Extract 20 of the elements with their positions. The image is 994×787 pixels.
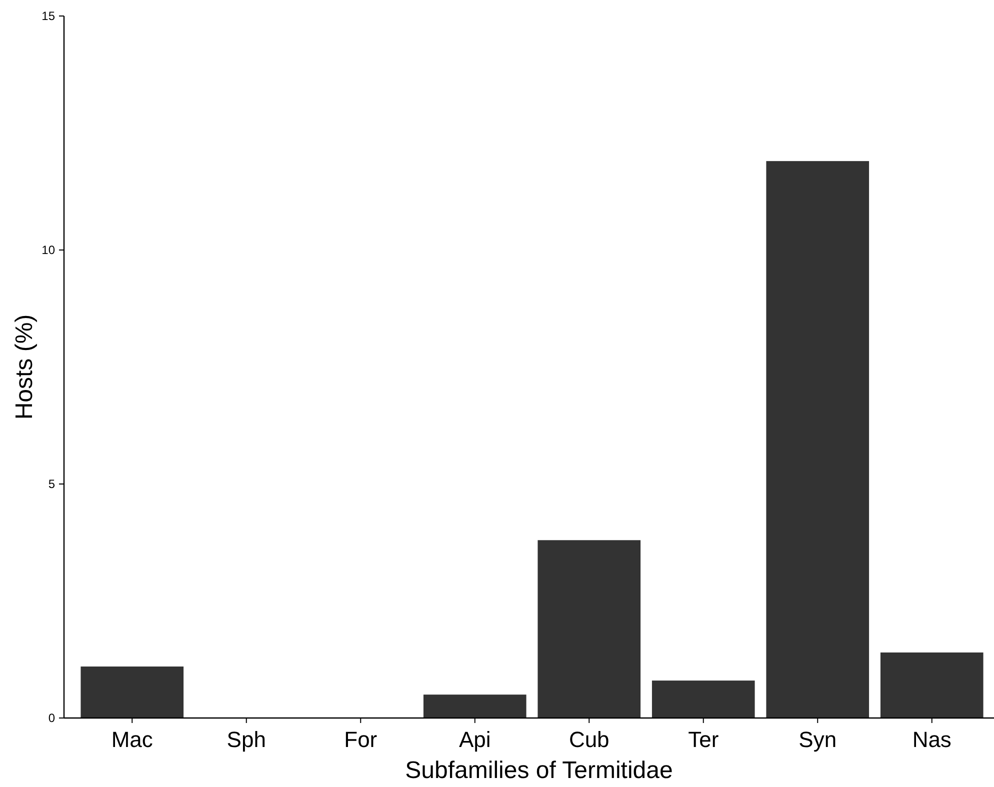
bar: [80, 666, 184, 718]
x-tick-label: Cub: [568, 727, 610, 752]
bar: [652, 680, 755, 718]
x-tick-label: Sph: [226, 727, 266, 752]
y-tick-label: 15: [42, 9, 56, 24]
x-tick-label: Mac: [111, 727, 153, 752]
x-axis-title: Subfamilies of Termitidae: [405, 757, 673, 784]
x-tick-label: Syn: [798, 727, 837, 752]
x-tick-label: Nas: [912, 727, 952, 752]
y-tick-label: 5: [48, 477, 56, 492]
x-tick-label: For: [344, 727, 378, 752]
bar: [538, 540, 641, 718]
bar: [423, 694, 526, 718]
y-tick-label: 10: [42, 243, 56, 258]
bar: [766, 161, 870, 718]
x-tick-label: Ter: [688, 727, 719, 752]
x-tick-label: Api: [458, 727, 491, 752]
bar: [880, 652, 984, 718]
y-axis-title: Hosts (%): [11, 314, 38, 420]
y-tick-label: 0: [48, 711, 56, 726]
